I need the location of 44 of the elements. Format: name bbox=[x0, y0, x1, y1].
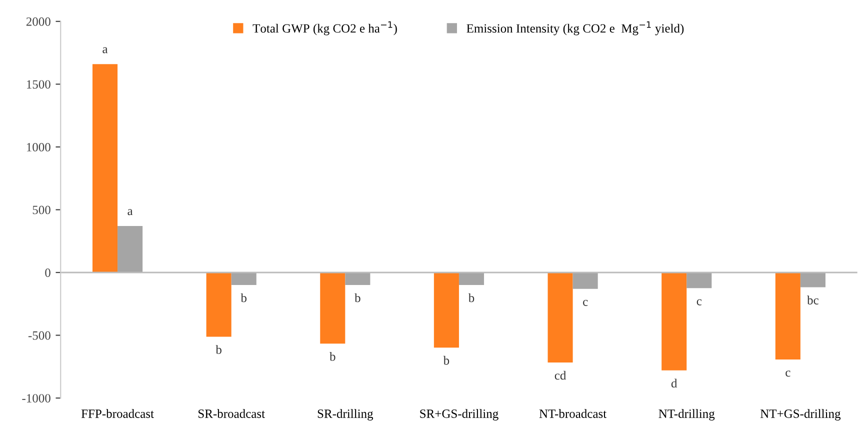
x-tick-label: SR-drilling bbox=[318, 409, 374, 421]
annotation: b bbox=[216, 345, 222, 354]
bar bbox=[206, 272, 232, 337]
legend-label: Total GWP (kg CO2 e ha$^{−1}$) bbox=[252, 21, 397, 36]
y-tick-label: -500 bbox=[28, 331, 50, 340]
bar bbox=[686, 272, 712, 288]
legend-label: Emission Intensity (kg CO2 e Mg$^{−1}$ yield) bbox=[466, 21, 684, 36]
annotation: b bbox=[354, 293, 360, 302]
bar bbox=[800, 272, 826, 288]
x-tick-label: SR+GS-drilling bbox=[420, 409, 498, 421]
x-tick-label: SR-broadcast bbox=[198, 409, 265, 418]
x-tick-label: NT+GS-drilling bbox=[760, 409, 841, 421]
annotation: a bbox=[128, 209, 133, 216]
y-tick-label: 1500 bbox=[26, 80, 50, 89]
annotation: b bbox=[468, 293, 474, 302]
bar bbox=[345, 272, 370, 286]
y-tick-label: -1000 bbox=[22, 394, 50, 402]
annotation: b bbox=[240, 293, 247, 302]
y-tick-label: 0 bbox=[45, 268, 50, 277]
annotation: d bbox=[671, 378, 678, 388]
bar bbox=[775, 272, 800, 360]
bar bbox=[434, 272, 459, 348]
x-tick-label: NT-broadcast bbox=[539, 409, 607, 418]
bar bbox=[572, 272, 598, 289]
y-tick-label: 1000 bbox=[26, 142, 50, 152]
annotation: a bbox=[102, 47, 108, 54]
annotation: bc bbox=[807, 296, 818, 304]
annotation: cd bbox=[554, 370, 566, 380]
annotation: b bbox=[443, 356, 450, 365]
bar bbox=[458, 272, 484, 286]
y-tick-label: 2000 bbox=[26, 17, 50, 26]
annotation: c bbox=[696, 299, 702, 306]
bar bbox=[118, 226, 143, 272]
annotation: c bbox=[786, 370, 790, 377]
bar bbox=[320, 272, 346, 344]
y-tick-label: 500 bbox=[32, 206, 50, 214]
bar bbox=[548, 272, 573, 363]
bar bbox=[92, 64, 118, 272]
bar bbox=[231, 272, 256, 286]
annotation: c bbox=[583, 300, 588, 306]
bar bbox=[662, 272, 687, 370]
x-tick-label: NT-drilling bbox=[658, 409, 715, 421]
annotation: b bbox=[330, 352, 336, 361]
x-tick-label: FFP-broadcast bbox=[81, 409, 154, 418]
